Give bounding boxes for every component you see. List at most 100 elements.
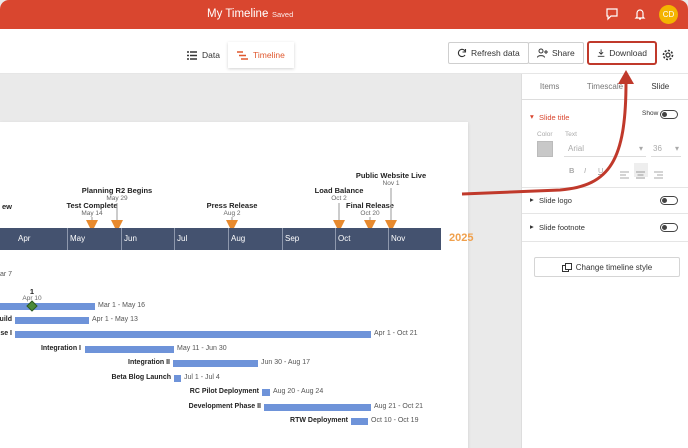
marker-date: ar 7 [0, 271, 13, 278]
show-label: Show [642, 110, 659, 117]
milestone-connector [231, 217, 233, 220]
milestone-connector [338, 203, 340, 220]
task-range: May 11 - Jun 30 [177, 345, 227, 352]
download-icon [597, 49, 605, 57]
tab-timeline-label: Timeline [253, 50, 285, 60]
task-range: Apr 1 - Oct 21 [374, 330, 418, 337]
task-label: Integration I [40, 345, 81, 352]
month-label: Aug [231, 234, 246, 243]
task-bar[interactable] [173, 360, 258, 367]
font-value: Arial [568, 144, 585, 153]
document-title[interactable]: My Timeline [207, 8, 269, 20]
toolbar: Data Timeline Refresh data Share Downloa… [0, 29, 688, 74]
chevron-down-icon[interactable]: ▾ [530, 112, 534, 121]
task-label: RTW Deployment [290, 417, 348, 424]
refresh-icon [457, 48, 467, 58]
month-divider [67, 228, 68, 250]
bold-button[interactable]: B [569, 166, 575, 175]
task-range: Jun 30 - Aug 17 [261, 359, 311, 366]
slide-footnote-toggle[interactable] [660, 223, 678, 232]
bell-icon[interactable] [633, 7, 647, 21]
slide-logo-toggle[interactable] [660, 196, 678, 205]
tab-data-label: Data [202, 50, 220, 60]
milestone-title: Load Balance [314, 186, 364, 195]
milestone-title: Final Release [346, 201, 394, 210]
milestone-connector [390, 188, 392, 220]
task-label: Development Phase II [188, 403, 261, 410]
align-center-icon[interactable] [634, 163, 648, 179]
task-label: RC Pilot Deployment [189, 388, 259, 395]
month-label: Jul [177, 234, 188, 243]
divider [522, 187, 688, 188]
tab-items[interactable]: Items [539, 82, 560, 91]
color-swatch[interactable] [537, 141, 553, 157]
list-icon [187, 50, 197, 60]
timescale-band[interactable]: Apr May Jun Jul Aug Sep Oct Nov [0, 228, 441, 250]
task-bar[interactable] [262, 389, 270, 396]
share-button[interactable]: Share [528, 42, 584, 64]
tab-timeline[interactable]: Timeline [228, 42, 294, 68]
slide-title-section[interactable]: Slide title [539, 113, 570, 122]
tab-slide[interactable]: Slide [632, 74, 688, 99]
refresh-data-label: Refresh data [471, 48, 520, 58]
slide-title-toggle[interactable] [660, 110, 678, 119]
underline-button[interactable]: U [598, 166, 604, 175]
align-left-icon[interactable] [620, 166, 629, 184]
milestone-title: Planning R2 Begins [81, 186, 153, 195]
italic-button[interactable]: I [584, 166, 587, 175]
divider [522, 241, 688, 242]
marker-number: 1 [29, 287, 35, 296]
milestone-title: ew [2, 202, 13, 211]
milestone-date: Oct 2 [331, 195, 347, 202]
chevron-down-icon: ▾ [638, 144, 643, 153]
task-label: se I [0, 330, 12, 337]
task-range: Apr 1 - May 13 [92, 316, 138, 323]
tab-timescale[interactable]: Timescale [586, 82, 624, 91]
refresh-data-button[interactable]: Refresh data [448, 42, 529, 64]
task-range: Aug 20 - Aug 24 [273, 388, 324, 395]
month-label: Oct [338, 234, 351, 243]
gear-icon[interactable] [662, 48, 674, 66]
chevron-right-icon[interactable]: ▸ [530, 195, 534, 204]
milestone-title: Public Website Live [355, 171, 427, 180]
month-divider [388, 228, 389, 250]
download-button[interactable]: Download [587, 41, 657, 65]
task-bar[interactable] [0, 303, 95, 310]
month-label: May [70, 234, 86, 243]
month-label: Nov [391, 234, 406, 243]
tab-data[interactable]: Data [187, 42, 220, 68]
milestone-date: May 14 [81, 210, 103, 217]
timeline-canvas: ew Test Complete May 14 Planning R2 Begi… [0, 74, 521, 448]
align-right-icon[interactable] [654, 166, 663, 184]
slide-footnote-section[interactable]: Slide footnote [539, 223, 585, 232]
task-bar[interactable] [264, 404, 371, 411]
style-icon [561, 262, 572, 272]
app-header: My Timeline - Saved CD [0, 0, 688, 29]
task-range: Aug 21 - Oct 21 [374, 403, 424, 410]
change-timeline-style-button[interactable]: Change timeline style [534, 257, 680, 277]
task-bar[interactable] [174, 375, 181, 382]
task-bar[interactable] [85, 346, 174, 353]
task-label: Integration II [128, 359, 170, 366]
add-user-icon [537, 48, 548, 58]
task-bar[interactable] [15, 331, 371, 338]
month-label: Sep [285, 234, 300, 243]
month-label: Jun [124, 234, 137, 243]
title-separator: - [262, 8, 266, 20]
timeline-slide[interactable]: ew Test Complete May 14 Planning R2 Begi… [0, 122, 473, 448]
size-select[interactable]: 36 ▾ [651, 142, 681, 157]
marker-date: Apr 10 [22, 295, 42, 302]
chevron-right-icon[interactable]: ▸ [530, 222, 534, 231]
month-divider [174, 228, 175, 250]
task-bar[interactable] [351, 418, 368, 425]
avatar[interactable]: CD [659, 5, 678, 24]
month-divider [228, 228, 229, 250]
task-label: uild [0, 316, 12, 323]
download-label: Download [609, 48, 647, 58]
settings-panel: Items Timescale Slide ▾ Slide title Show… [521, 74, 688, 448]
font-select[interactable]: Arial ▾ [564, 142, 646, 157]
slide-logo-section[interactable]: Slide logo [539, 196, 572, 205]
comment-icon[interactable] [605, 7, 619, 21]
saved-status: Saved [272, 10, 294, 19]
task-bar[interactable] [15, 317, 89, 324]
